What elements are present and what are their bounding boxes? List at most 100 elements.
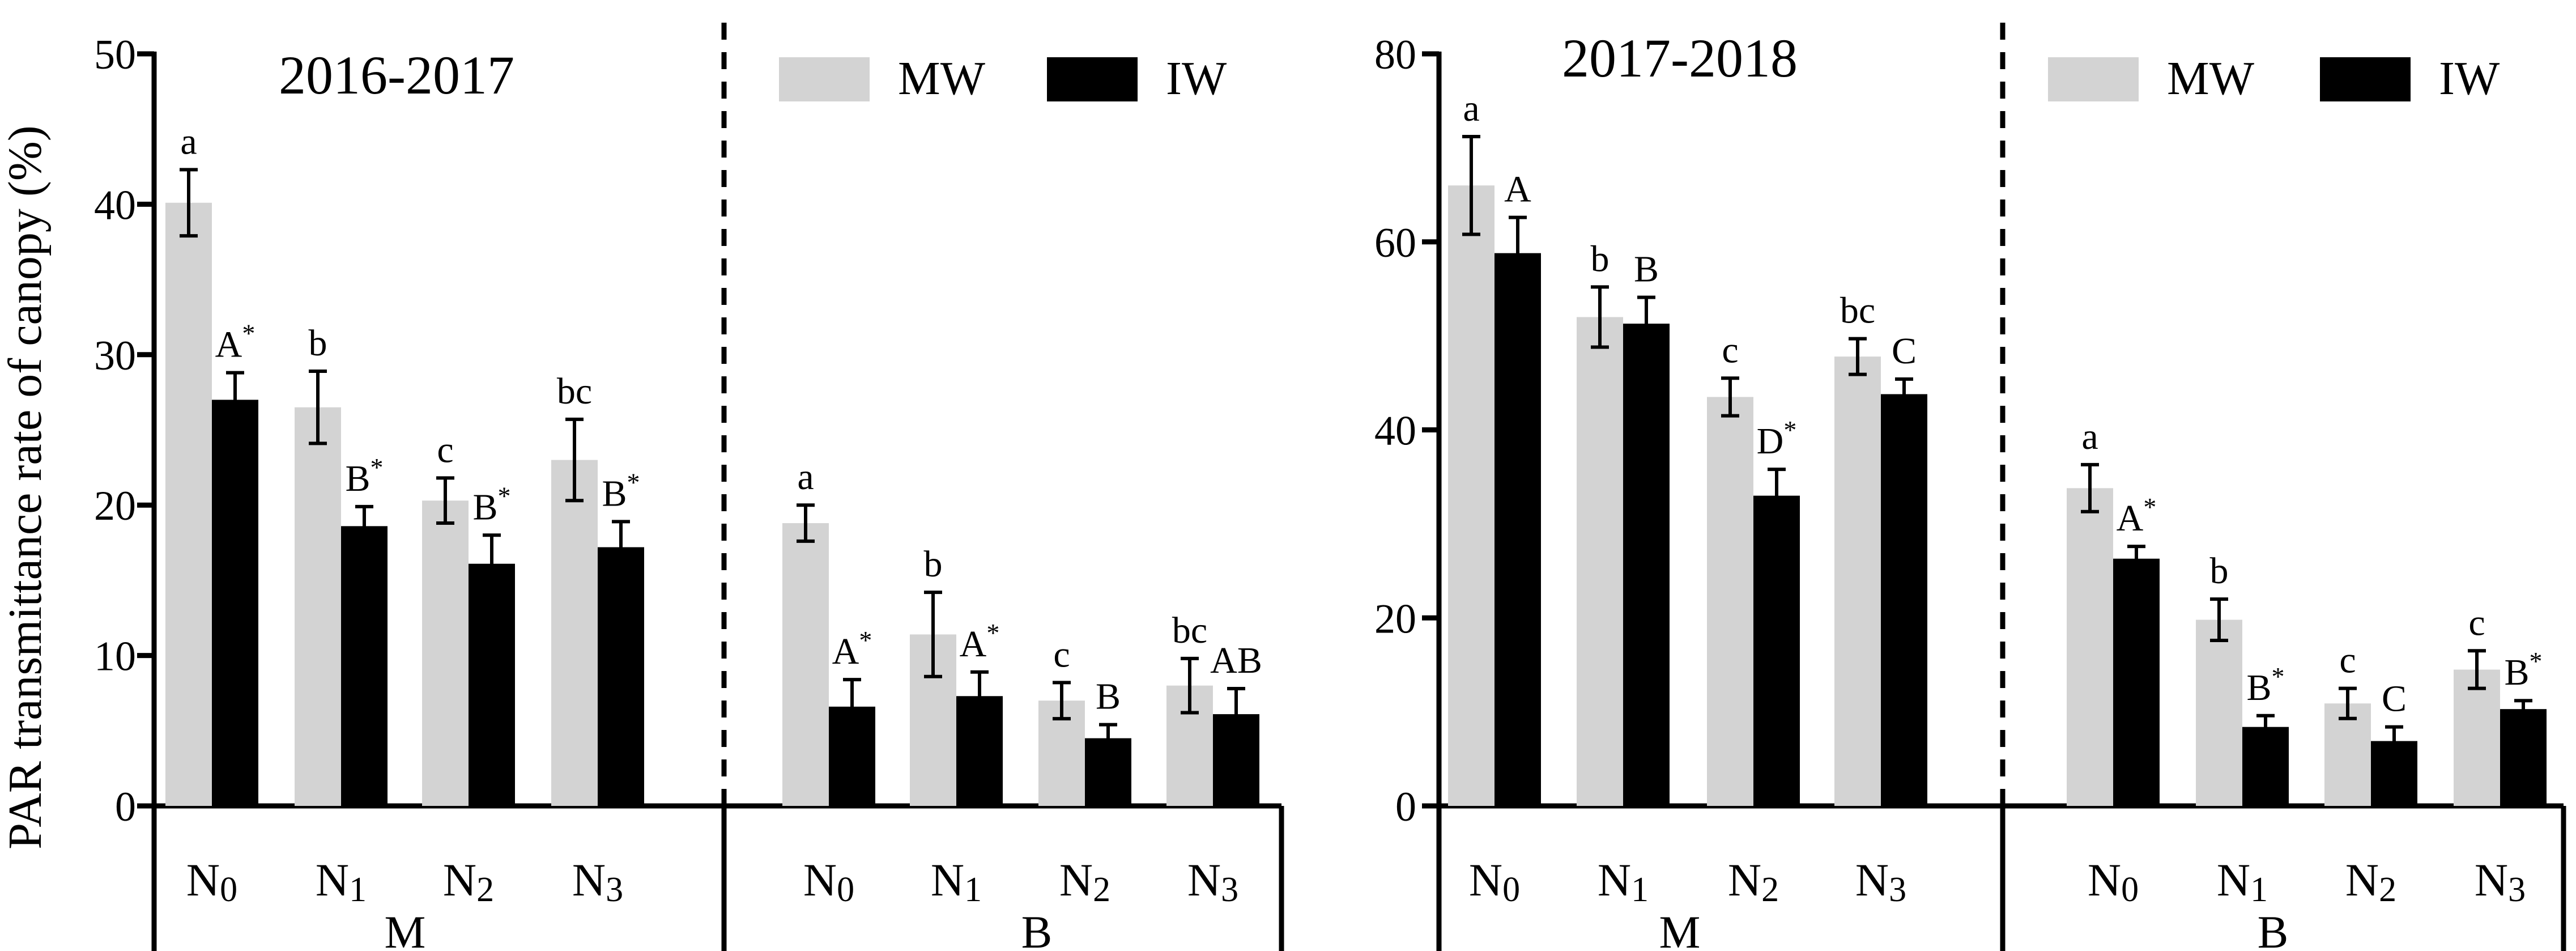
- significance-label: bc: [1172, 610, 1207, 651]
- bar-iw-m-n1: [341, 526, 388, 806]
- significance-label: A: [1504, 169, 1531, 210]
- legend-swatch-iw: [2320, 57, 2411, 101]
- y-tick-label: 50: [94, 32, 136, 78]
- significance-label: b: [1591, 238, 1610, 279]
- bar-mw-m-n3: [551, 460, 598, 806]
- bar-iw-m-n0: [212, 400, 258, 806]
- y-tick-label: 40: [1374, 408, 1416, 455]
- x-category-label: N2: [2345, 854, 2396, 909]
- significance-label: bc: [557, 371, 592, 412]
- bar-mw-m-n0: [165, 202, 212, 806]
- significance-label: c: [1053, 634, 1070, 675]
- significance-label: D*: [1757, 415, 1797, 462]
- legend-label-mw: MW: [2167, 52, 2255, 105]
- bar-mw-m-n1: [1577, 317, 1623, 806]
- bar-mw-m-n1: [295, 407, 341, 806]
- x-category-label: N3: [1855, 854, 1906, 909]
- bar-mw-b-n1: [2196, 619, 2242, 806]
- legend-swatch-mw: [2048, 57, 2139, 101]
- bar-iw-m-n3: [1881, 394, 1927, 806]
- x-category-label: N1: [2217, 854, 2268, 909]
- significance-label: c: [437, 429, 453, 470]
- x-category-label: N0: [2088, 854, 2139, 909]
- bar-iw-m-n3: [598, 547, 644, 806]
- legend-label-iw: IW: [2439, 52, 2500, 105]
- significance-label: a: [1463, 88, 1479, 129]
- significance-label: B: [1096, 676, 1121, 718]
- y-tick-label: 40: [94, 182, 136, 228]
- significance-label: b: [309, 322, 327, 364]
- bar-iw-m-n2: [1753, 495, 1800, 806]
- x-category-label: N3: [2475, 854, 2526, 909]
- significance-label: A*: [215, 319, 256, 366]
- significance-label: b: [2210, 550, 2229, 592]
- bar-iw-b-n0: [2113, 558, 2160, 806]
- y-tick-label: 0: [1395, 784, 1416, 830]
- y-tick-label: 60: [1374, 220, 1416, 266]
- chart-title: 2017-2018: [1562, 28, 1798, 88]
- bar-iw-m-n1: [1623, 324, 1670, 806]
- significance-label: c: [2339, 640, 2356, 681]
- significance-label: A*: [2117, 493, 2157, 539]
- significance-label: B*: [2246, 662, 2284, 708]
- x-category-label: N3: [1187, 854, 1238, 909]
- significance-label: c: [1722, 329, 1738, 371]
- bar-mw-m-n3: [1834, 356, 1881, 806]
- legend-label-iw: IW: [1166, 52, 1227, 105]
- significance-label: c: [2468, 602, 2485, 643]
- x-group-label: M: [385, 906, 426, 951]
- panel-2016-2017: 0 10 20 30 40 50 2016-2017 MW IW a A* N0 b B* N1 c B* N2 b…: [94, 23, 1284, 951]
- y-tick-label: 80: [1374, 32, 1416, 78]
- bar-mw-b-n3: [2454, 669, 2500, 806]
- legend-label-mw: MW: [898, 52, 986, 105]
- x-category-label: N3: [572, 854, 623, 909]
- x-category-label: N1: [1598, 854, 1649, 909]
- bar-iw-m-n0: [1494, 253, 1541, 806]
- legend-swatch-mw: [779, 57, 870, 101]
- significance-label: A*: [960, 618, 1000, 665]
- y-tick-label: 20: [1374, 596, 1416, 642]
- significance-label: a: [2081, 416, 2098, 457]
- legend-swatch-iw: [1047, 57, 1138, 101]
- y-axis-label: PAR transmittance rate of canopy (%): [0, 125, 52, 850]
- x-category-label: N2: [443, 854, 494, 909]
- x-category-label: N2: [1059, 854, 1110, 909]
- bar-mw-m-n0: [1448, 185, 1494, 806]
- x-category-label: N2: [1728, 854, 1779, 909]
- significance-label: B*: [602, 468, 640, 514]
- y-tick-label: 0: [115, 784, 136, 830]
- bar-mw-b-n2: [2324, 703, 2371, 806]
- significance-label: C: [1892, 330, 1917, 372]
- bar-mw-m-n2: [1707, 397, 1753, 806]
- x-group-label: M: [1659, 906, 1701, 951]
- bar-mw-b-n0: [782, 523, 829, 806]
- y-tick-label: 10: [94, 634, 136, 680]
- bar-mw-b-n0: [2067, 488, 2113, 806]
- bar-iw-m-n2: [469, 563, 515, 806]
- significance-label: B*: [472, 481, 510, 528]
- x-category-label: N0: [803, 854, 854, 909]
- significance-label: a: [797, 456, 814, 498]
- chart-title: 2016-2017: [279, 45, 514, 105]
- x-category-label: N1: [316, 854, 367, 909]
- x-category-label: N1: [931, 854, 982, 909]
- significance-label: bc: [1840, 290, 1875, 332]
- significance-label: AB: [1210, 640, 1262, 681]
- y-tick-label: 30: [94, 333, 136, 379]
- bar-iw-b-n3: [2500, 709, 2547, 806]
- significance-label: B*: [2504, 647, 2542, 693]
- x-group-label: B: [2258, 906, 2289, 951]
- significance-label: a: [180, 121, 197, 162]
- x-category-label: N0: [1469, 854, 1520, 909]
- significance-label: C: [2382, 678, 2407, 720]
- x-category-label: N0: [186, 854, 237, 909]
- bar-iw-b-n1: [2242, 727, 2289, 806]
- x-group-label: B: [1021, 906, 1053, 951]
- significance-label: b: [924, 544, 943, 585]
- significance-label: A*: [832, 626, 872, 672]
- significance-label: B*: [345, 453, 383, 499]
- bar-mw-m-n2: [422, 500, 469, 806]
- significance-label: B: [1634, 249, 1659, 290]
